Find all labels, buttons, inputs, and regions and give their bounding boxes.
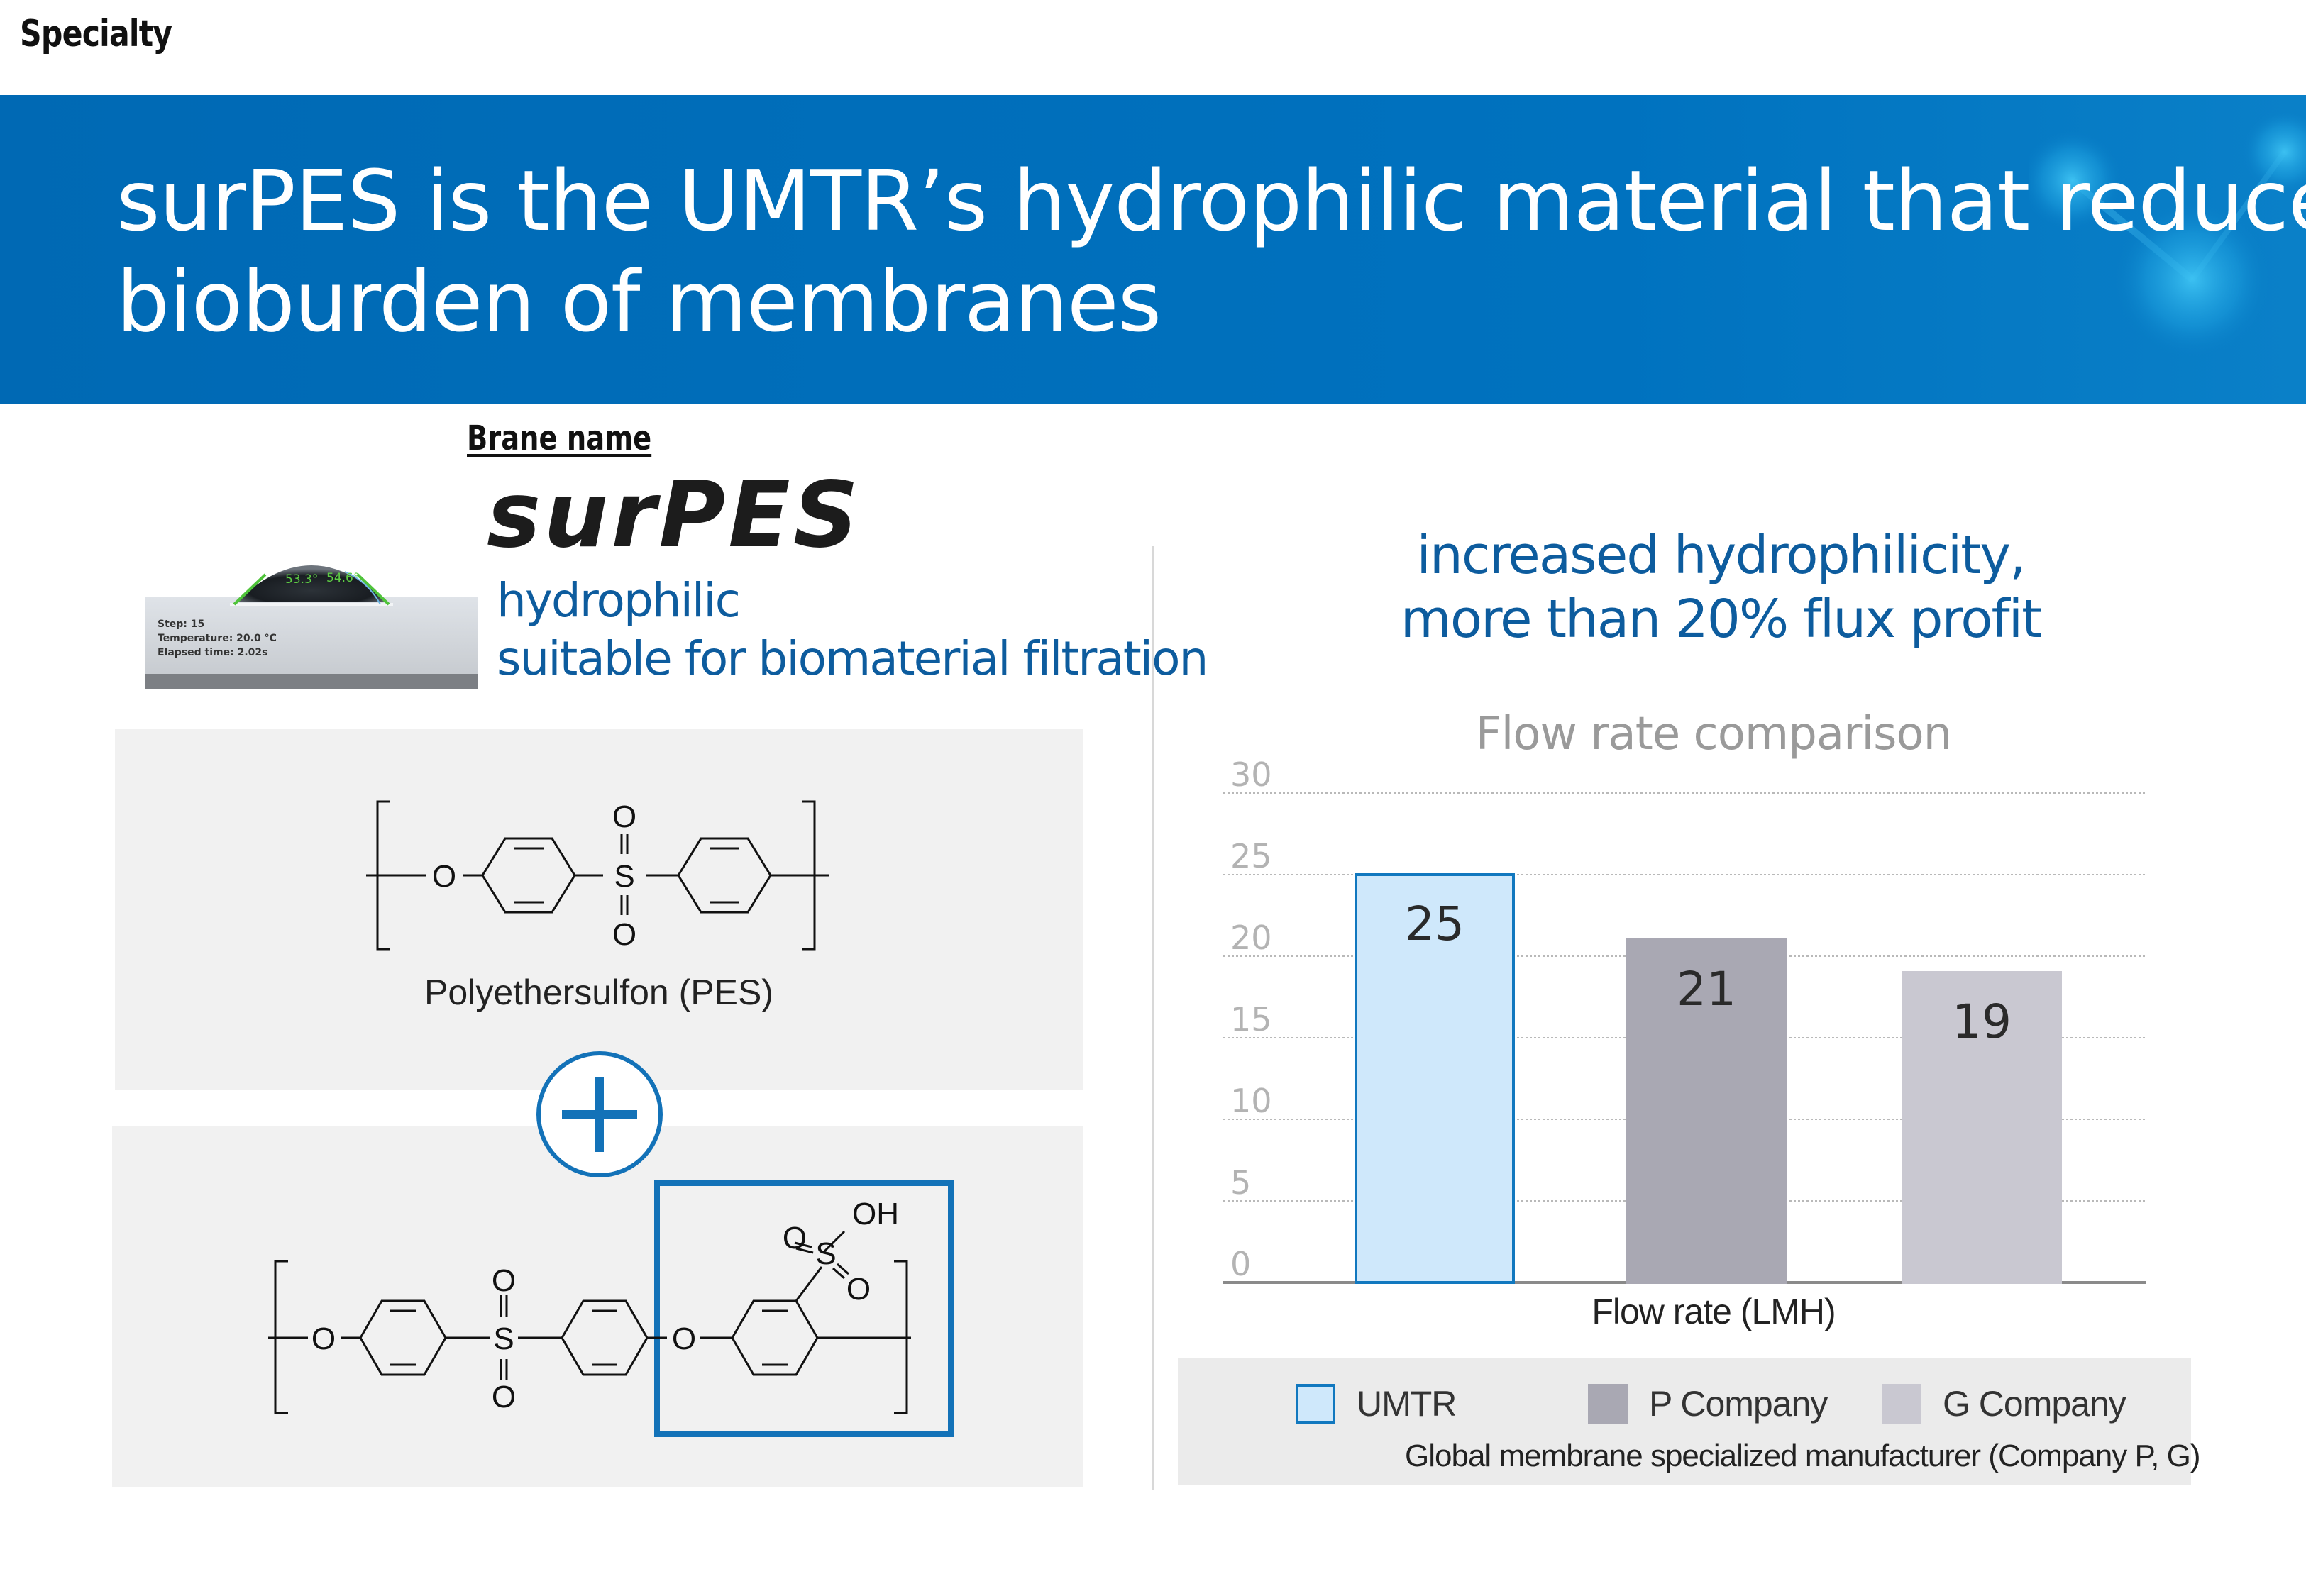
- legend-swatch-umtr: [1296, 1384, 1335, 1424]
- y-tick-label-30: 30: [1230, 755, 1272, 794]
- photo-elapsed-text: Elapsed time: 2.02s: [158, 647, 267, 658]
- flow-rate-bar-chart: 0 5 10 15 20 25 30 25 21 19: [1223, 755, 2146, 1284]
- page-title-line-1: surPES is the UMTR’s hydrophilic materia…: [116, 152, 2306, 250]
- bar-umtr: [1355, 873, 1515, 1284]
- legend-label-p-company: P Company: [1649, 1384, 1828, 1424]
- atom-o-main-bottom: O: [492, 1380, 516, 1414]
- photo-step-text: Step: 15: [158, 619, 204, 630]
- atom-s-sulfonic: S: [815, 1236, 836, 1271]
- modified-structure-panel: [112, 1126, 1083, 1487]
- atom-o-bottom: O: [612, 917, 636, 952]
- y-tick-label-20: 20: [1230, 919, 1272, 957]
- photo-temperature-text: Temperature: 20.0 °C: [158, 633, 277, 644]
- contact-angle-photo: 53.3° 54.6° Step: 15 Temperature: 20.0 °…: [145, 565, 478, 689]
- claim-heading: increased hydrophilicity, more than 20% …: [1206, 523, 2235, 651]
- molecule-decoration-icon: [2029, 109, 2306, 358]
- brand-logo: surPES: [487, 462, 861, 568]
- atom-o-ether: O: [432, 859, 456, 894]
- y-tick-label-5: 5: [1230, 1163, 1251, 1202]
- angle-right-text: 54.6°: [326, 571, 359, 585]
- page-title: surPES is the UMTR’s hydrophilic materia…: [116, 150, 2306, 352]
- legend-item-g-company: G Company: [1882, 1382, 2126, 1426]
- page-title-line-2: bioburden of membranes: [116, 253, 1162, 350]
- atom-o-ether-1: O: [311, 1321, 336, 1356]
- legend-item-umtr: UMTR: [1296, 1382, 1457, 1426]
- legend-label-g-company: G Company: [1943, 1384, 2126, 1424]
- atom-o-sulfonic-left: O: [783, 1221, 807, 1256]
- legend-label-umtr: UMTR: [1357, 1384, 1457, 1424]
- pes-structure-diagram: O S O O: [366, 799, 829, 952]
- atom-o-sulfonic-right: O: [846, 1272, 871, 1307]
- legend-note: Global membrane specialized manufacturer…: [1405, 1439, 2201, 1473]
- atom-s-main: S: [493, 1321, 514, 1356]
- atom-o-main-top: O: [492, 1263, 516, 1298]
- y-tick-label-15: 15: [1230, 1000, 1272, 1038]
- pes-caption: Polyethersulfon (PES): [424, 972, 773, 1012]
- y-tick-label-0: 0: [1230, 1245, 1251, 1283]
- atom-o-top: O: [612, 799, 636, 834]
- surpes-structure-diagram: O S O O O S O O OH: [268, 1180, 954, 1437]
- chart-x-axis-label: Flow rate (LMH): [1591, 1292, 1836, 1331]
- claim-line-2: more than 20% flux profit: [1400, 589, 2042, 650]
- data-label-umtr: 25: [1405, 897, 1464, 951]
- atom-o-ether-2: O: [672, 1321, 696, 1356]
- data-label-g-company: 19: [1952, 994, 2012, 1049]
- sulfonic-group-highlight: [654, 1180, 954, 1437]
- brand-name-label: Brane name: [467, 419, 652, 458]
- brand-description-line-1: hydrophilic: [497, 573, 741, 628]
- headline-banner: surPES is the UMTR’s hydrophilic materia…: [0, 95, 2306, 404]
- angle-left-text: 53.3°: [285, 572, 318, 587]
- section-label: Specialty: [20, 13, 172, 55]
- bar-p-company: [1626, 938, 1787, 1284]
- brand-description: hydrophilic suitable for biomaterial fil…: [497, 572, 1208, 688]
- data-label-p-company: 21: [1677, 962, 1736, 1016]
- brand-description-line-2: suitable for biomaterial filtration: [497, 631, 1208, 686]
- plus-circle-icon: [536, 1051, 663, 1177]
- column-divider: [1152, 546, 1154, 1490]
- bar-g-company: [1902, 971, 2062, 1284]
- legend-swatch-g-company: [1882, 1384, 1921, 1424]
- y-tick-label-25: 25: [1230, 837, 1272, 875]
- legend-swatch-p-company: [1588, 1384, 1628, 1424]
- atom-s: S: [614, 859, 634, 894]
- y-tick-label-10: 10: [1230, 1082, 1272, 1120]
- pes-structure-panel: [115, 729, 1083, 1090]
- claim-line-1: increased hydrophilicity,: [1416, 525, 2026, 586]
- chart-legend: [1178, 1358, 2191, 1485]
- chart-title: Flow rate comparison: [1475, 708, 1952, 760]
- atom-oh-sulfonic: OH: [852, 1197, 899, 1231]
- legend-item-p-company: P Company: [1588, 1382, 1828, 1426]
